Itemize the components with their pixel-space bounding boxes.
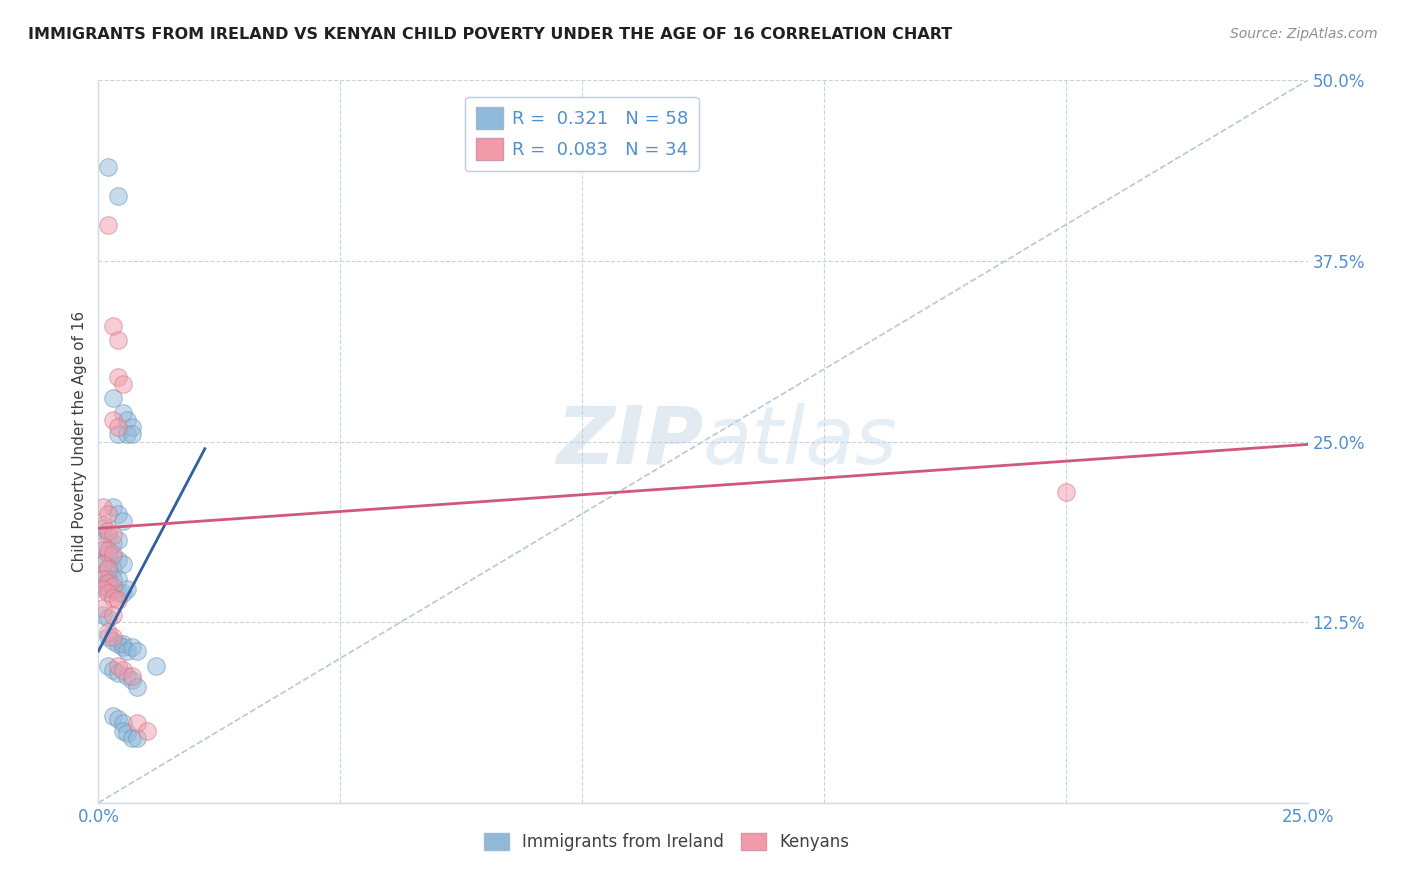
Point (111, 723, 134, 738)
Point (111, 376, 134, 391)
Point (101, 591, 124, 605)
Point (101, 528, 124, 542)
Point (101, 663, 124, 677)
Point (117, 413, 139, 427)
Point (111, 640, 134, 654)
Point (121, 673, 143, 687)
Legend: Immigrants from Ireland, Kenyans: Immigrants from Ireland, Kenyans (475, 825, 858, 860)
Point (101, 550, 124, 565)
Point (101, 582, 124, 596)
Point (91, 521, 114, 535)
Point (97, 611, 120, 625)
Point (91, 500, 114, 514)
Point (107, 593, 129, 607)
Point (91, 600, 114, 615)
Point (117, 644, 139, 658)
Point (91, 542, 114, 557)
Point (97, 160, 120, 174)
Point (107, 533, 129, 547)
Point (101, 579, 124, 593)
Point (91, 582, 114, 596)
Point (91, 607, 114, 622)
Point (91, 579, 114, 593)
Point (91, 518, 114, 533)
Point (91, 572, 114, 586)
Point (91, 558, 114, 572)
Text: ZIP: ZIP (555, 402, 703, 481)
Point (97, 507, 120, 521)
Point (97, 542, 120, 557)
Point (111, 637, 134, 651)
Point (121, 420, 143, 434)
Point (107, 665, 129, 680)
Point (111, 716, 134, 731)
Point (127, 680, 149, 694)
Point (127, 731, 149, 745)
Point (117, 668, 139, 682)
Point (145, 658, 167, 673)
Point (121, 731, 143, 745)
Point (91, 539, 114, 553)
Point (91, 558, 114, 572)
Point (111, 514, 134, 528)
Point (107, 507, 129, 521)
Point (97, 586, 120, 600)
Point (107, 369, 129, 384)
Point (97, 528, 120, 542)
Point (111, 406, 134, 420)
Point (97, 625, 120, 640)
Point (111, 558, 134, 572)
Point (121, 668, 143, 682)
Text: IMMIGRANTS FROM IRELAND VS KENYAN CHILD POVERTY UNDER THE AGE OF 16 CORRELATION : IMMIGRANTS FROM IRELAND VS KENYAN CHILD … (28, 27, 952, 42)
Point (97, 658, 120, 673)
Point (97, 547, 120, 561)
Point (101, 413, 124, 427)
Point (101, 572, 124, 586)
Point (107, 189, 129, 203)
Point (107, 658, 129, 673)
Point (117, 427, 139, 442)
Point (101, 318, 124, 333)
Point (91, 567, 114, 582)
Y-axis label: Child Poverty Under the Age of 16: Child Poverty Under the Age of 16 (72, 311, 87, 572)
Point (135, 723, 157, 738)
Point (101, 500, 124, 514)
Point (127, 716, 149, 731)
Point (97, 560, 120, 574)
Point (107, 712, 129, 726)
Point (101, 634, 124, 648)
Point (117, 726, 139, 740)
Point (117, 582, 139, 596)
Point (97, 524, 120, 538)
Point (107, 427, 129, 442)
Point (107, 586, 129, 600)
Point (97, 576, 120, 591)
Point (107, 553, 129, 567)
Text: atlas: atlas (703, 402, 898, 481)
Point (97, 562, 120, 576)
Point (97, 218, 120, 232)
Point (107, 572, 129, 586)
Point (111, 586, 134, 600)
Point (107, 637, 129, 651)
Point (101, 607, 124, 622)
Point (101, 547, 124, 561)
Point (127, 644, 149, 658)
Point (121, 640, 143, 654)
Point (107, 420, 129, 434)
Point (121, 427, 143, 442)
Point (107, 334, 129, 348)
Point (1054, 485, 1077, 500)
Text: Source: ZipAtlas.com: Source: ZipAtlas.com (1230, 27, 1378, 41)
Point (101, 630, 124, 644)
Point (101, 709, 124, 723)
Point (101, 535, 124, 549)
Point (97, 630, 120, 644)
Point (101, 562, 124, 576)
Point (97, 582, 120, 596)
Point (101, 391, 124, 405)
Point (111, 663, 134, 677)
Point (97, 572, 120, 586)
